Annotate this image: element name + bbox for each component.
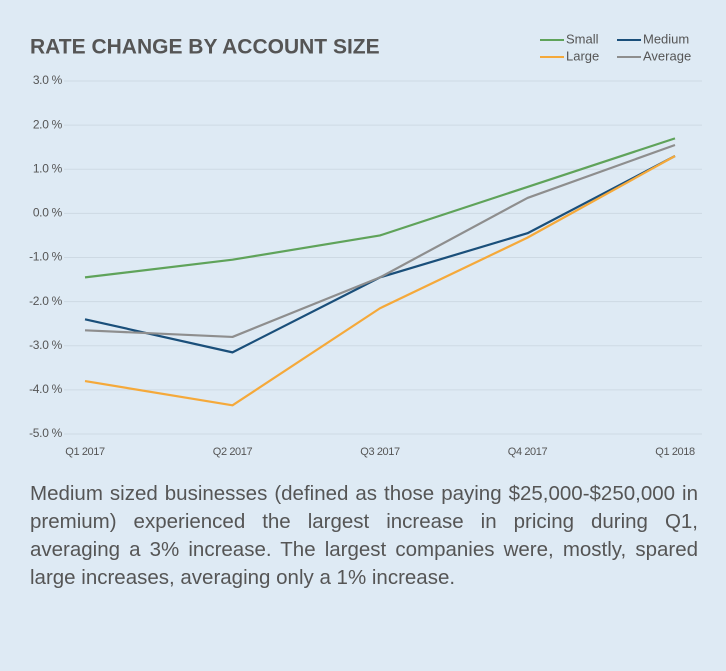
chart: RATE CHANGE BY ACCOUNT SIZE -5.0 % -4.0 %… [29, 31, 702, 458]
x-tick-label: Q1 2018 [655, 446, 695, 458]
legend-label: Medium [643, 31, 689, 46]
x-tick-label: Q1 2017 [65, 446, 105, 458]
y-tick-label: -4.0 % [29, 382, 63, 396]
y-tick-label: -2.0 % [29, 294, 63, 308]
caption: Medium sized businesses (defined as thos… [30, 482, 698, 589]
x-tick-label: Q3 2017 [360, 446, 400, 458]
x-tick-label: Q2 2017 [213, 446, 253, 458]
legend-label: Average [643, 48, 691, 63]
chart-title: RATE CHANGE BY ACCOUNT SIZE [30, 36, 380, 59]
legend-label: Large [566, 48, 599, 63]
series-line [84, 155, 676, 407]
x-tick-label: Q4 2017 [508, 446, 548, 458]
legend-label: Small [566, 31, 599, 46]
y-tick-label: 1.0 % [33, 161, 63, 175]
y-tick-label: 2.0 % [33, 117, 63, 131]
y-tick-label: 0.0 % [33, 206, 63, 220]
y-tick-label: -3.0 % [29, 338, 63, 352]
series-line [84, 137, 676, 279]
y-tick-label: 3.0 % [33, 73, 63, 87]
series-line [84, 155, 676, 354]
y-tick-label: -1.0 % [29, 250, 63, 264]
series-line [84, 143, 676, 339]
y-tick-label: -5.0 % [29, 426, 63, 440]
